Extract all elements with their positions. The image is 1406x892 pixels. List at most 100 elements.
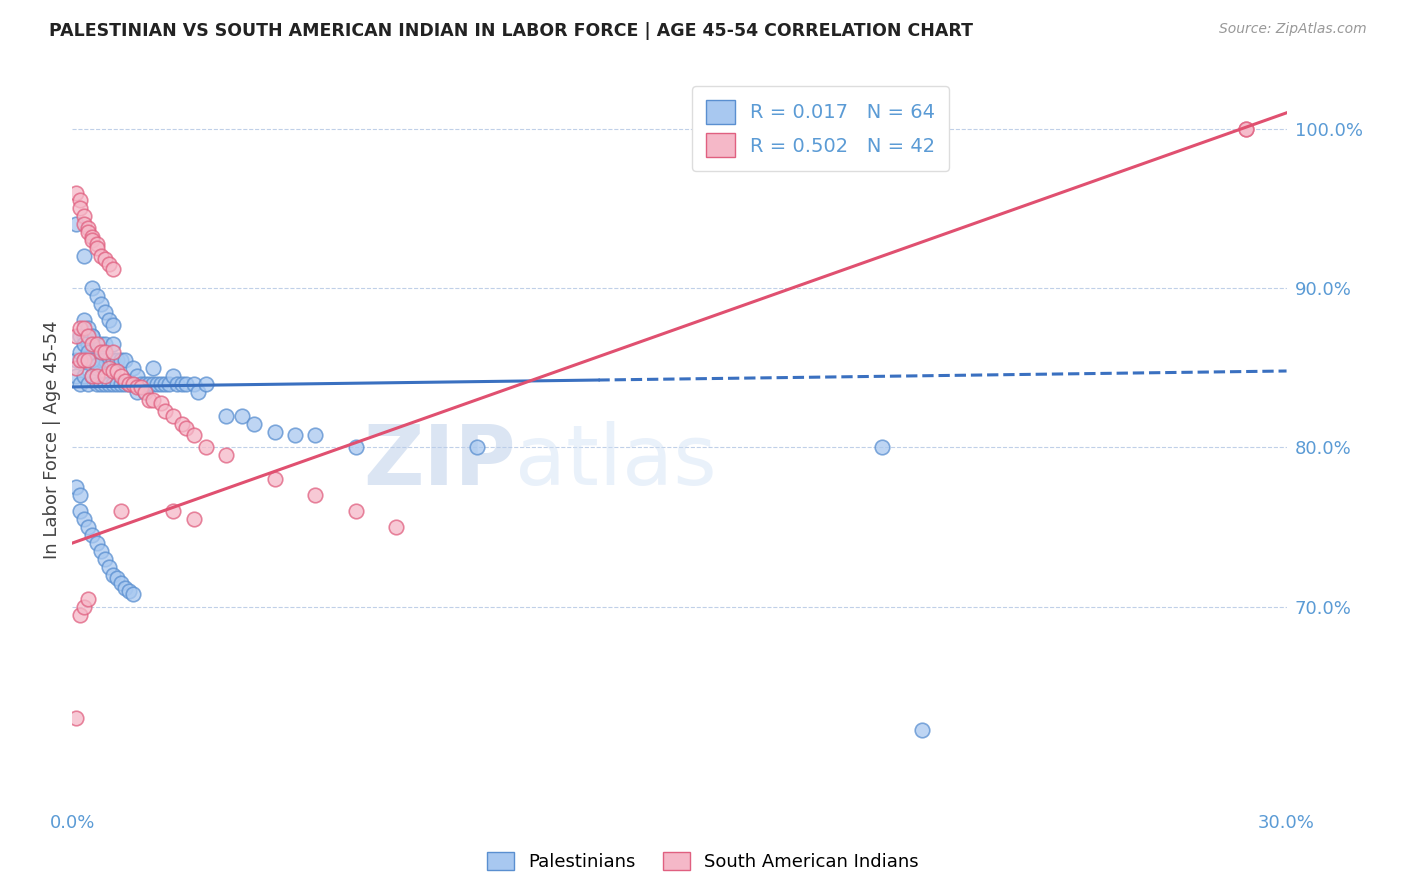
Point	[86, 536, 108, 550]
Point	[110, 368, 132, 383]
Point	[122, 376, 145, 391]
Point	[65, 218, 87, 232]
Legend: R = 0.017   N = 64, R = 0.502   N = 42: R = 0.017 N = 64, R = 0.502 N = 42	[692, 87, 949, 170]
Point	[134, 384, 156, 399]
Point	[187, 384, 209, 399]
Point	[870, 441, 893, 455]
Point	[114, 581, 136, 595]
Point	[93, 305, 115, 319]
Point	[82, 230, 104, 244]
Point	[1234, 121, 1257, 136]
Point	[166, 376, 188, 391]
Point	[105, 571, 128, 585]
Point	[194, 376, 217, 391]
Point	[174, 421, 197, 435]
Point	[82, 337, 104, 351]
Point	[73, 249, 96, 263]
Point	[93, 552, 115, 566]
Point	[183, 512, 205, 526]
Point	[97, 560, 120, 574]
Text: ZIP: ZIP	[363, 421, 516, 502]
Point	[101, 568, 124, 582]
Point	[150, 396, 173, 410]
Point	[73, 352, 96, 367]
Point	[77, 220, 100, 235]
Point	[170, 376, 193, 391]
Point	[69, 607, 91, 622]
Point	[114, 352, 136, 367]
Point	[97, 257, 120, 271]
Point	[97, 360, 120, 375]
Point	[93, 376, 115, 391]
Point	[114, 374, 136, 388]
Point	[69, 194, 91, 208]
Point	[284, 427, 307, 442]
Point	[65, 352, 87, 367]
Point	[82, 528, 104, 542]
Point	[82, 233, 104, 247]
Point	[82, 281, 104, 295]
Point	[101, 364, 124, 378]
Y-axis label: In Labor Force | Age 45-54: In Labor Force | Age 45-54	[44, 320, 60, 558]
Point	[90, 376, 112, 391]
Point	[90, 337, 112, 351]
Point	[65, 186, 87, 200]
Point	[93, 352, 115, 367]
Point	[69, 376, 91, 391]
Point	[73, 329, 96, 343]
Point	[93, 344, 115, 359]
Point	[138, 376, 160, 391]
Point	[183, 376, 205, 391]
Point	[125, 368, 148, 383]
Point	[110, 576, 132, 591]
Point	[97, 376, 120, 391]
Point	[101, 352, 124, 367]
Point	[73, 512, 96, 526]
Point	[77, 352, 100, 367]
Point	[183, 427, 205, 442]
Point	[110, 352, 132, 367]
Point	[344, 504, 367, 518]
Point	[118, 583, 141, 598]
Point	[122, 360, 145, 375]
Point	[344, 441, 367, 455]
Point	[82, 344, 104, 359]
Point	[110, 504, 132, 518]
Point	[263, 472, 285, 486]
Point	[73, 368, 96, 383]
Point	[142, 392, 165, 407]
Point	[93, 252, 115, 267]
Point	[73, 321, 96, 335]
Point	[101, 344, 124, 359]
Point	[65, 711, 87, 725]
Point	[118, 376, 141, 391]
Point	[82, 329, 104, 343]
Point	[77, 520, 100, 534]
Point	[105, 364, 128, 378]
Point	[122, 587, 145, 601]
Point	[385, 520, 408, 534]
Point	[194, 441, 217, 455]
Point	[65, 368, 87, 383]
Point	[304, 427, 326, 442]
Point	[118, 376, 141, 391]
Point	[69, 344, 91, 359]
Point	[162, 504, 184, 518]
Point	[69, 202, 91, 216]
Point	[101, 376, 124, 391]
Point	[69, 321, 91, 335]
Point	[215, 449, 238, 463]
Point	[73, 599, 96, 614]
Point	[97, 313, 120, 327]
Point	[150, 376, 173, 391]
Text: Source: ZipAtlas.com: Source: ZipAtlas.com	[1219, 22, 1367, 37]
Point	[215, 409, 238, 423]
Point	[90, 344, 112, 359]
Point	[142, 376, 165, 391]
Point	[86, 289, 108, 303]
Point	[90, 297, 112, 311]
Point	[86, 358, 108, 372]
Point	[155, 376, 177, 391]
Point	[86, 360, 108, 375]
Point	[69, 488, 91, 502]
